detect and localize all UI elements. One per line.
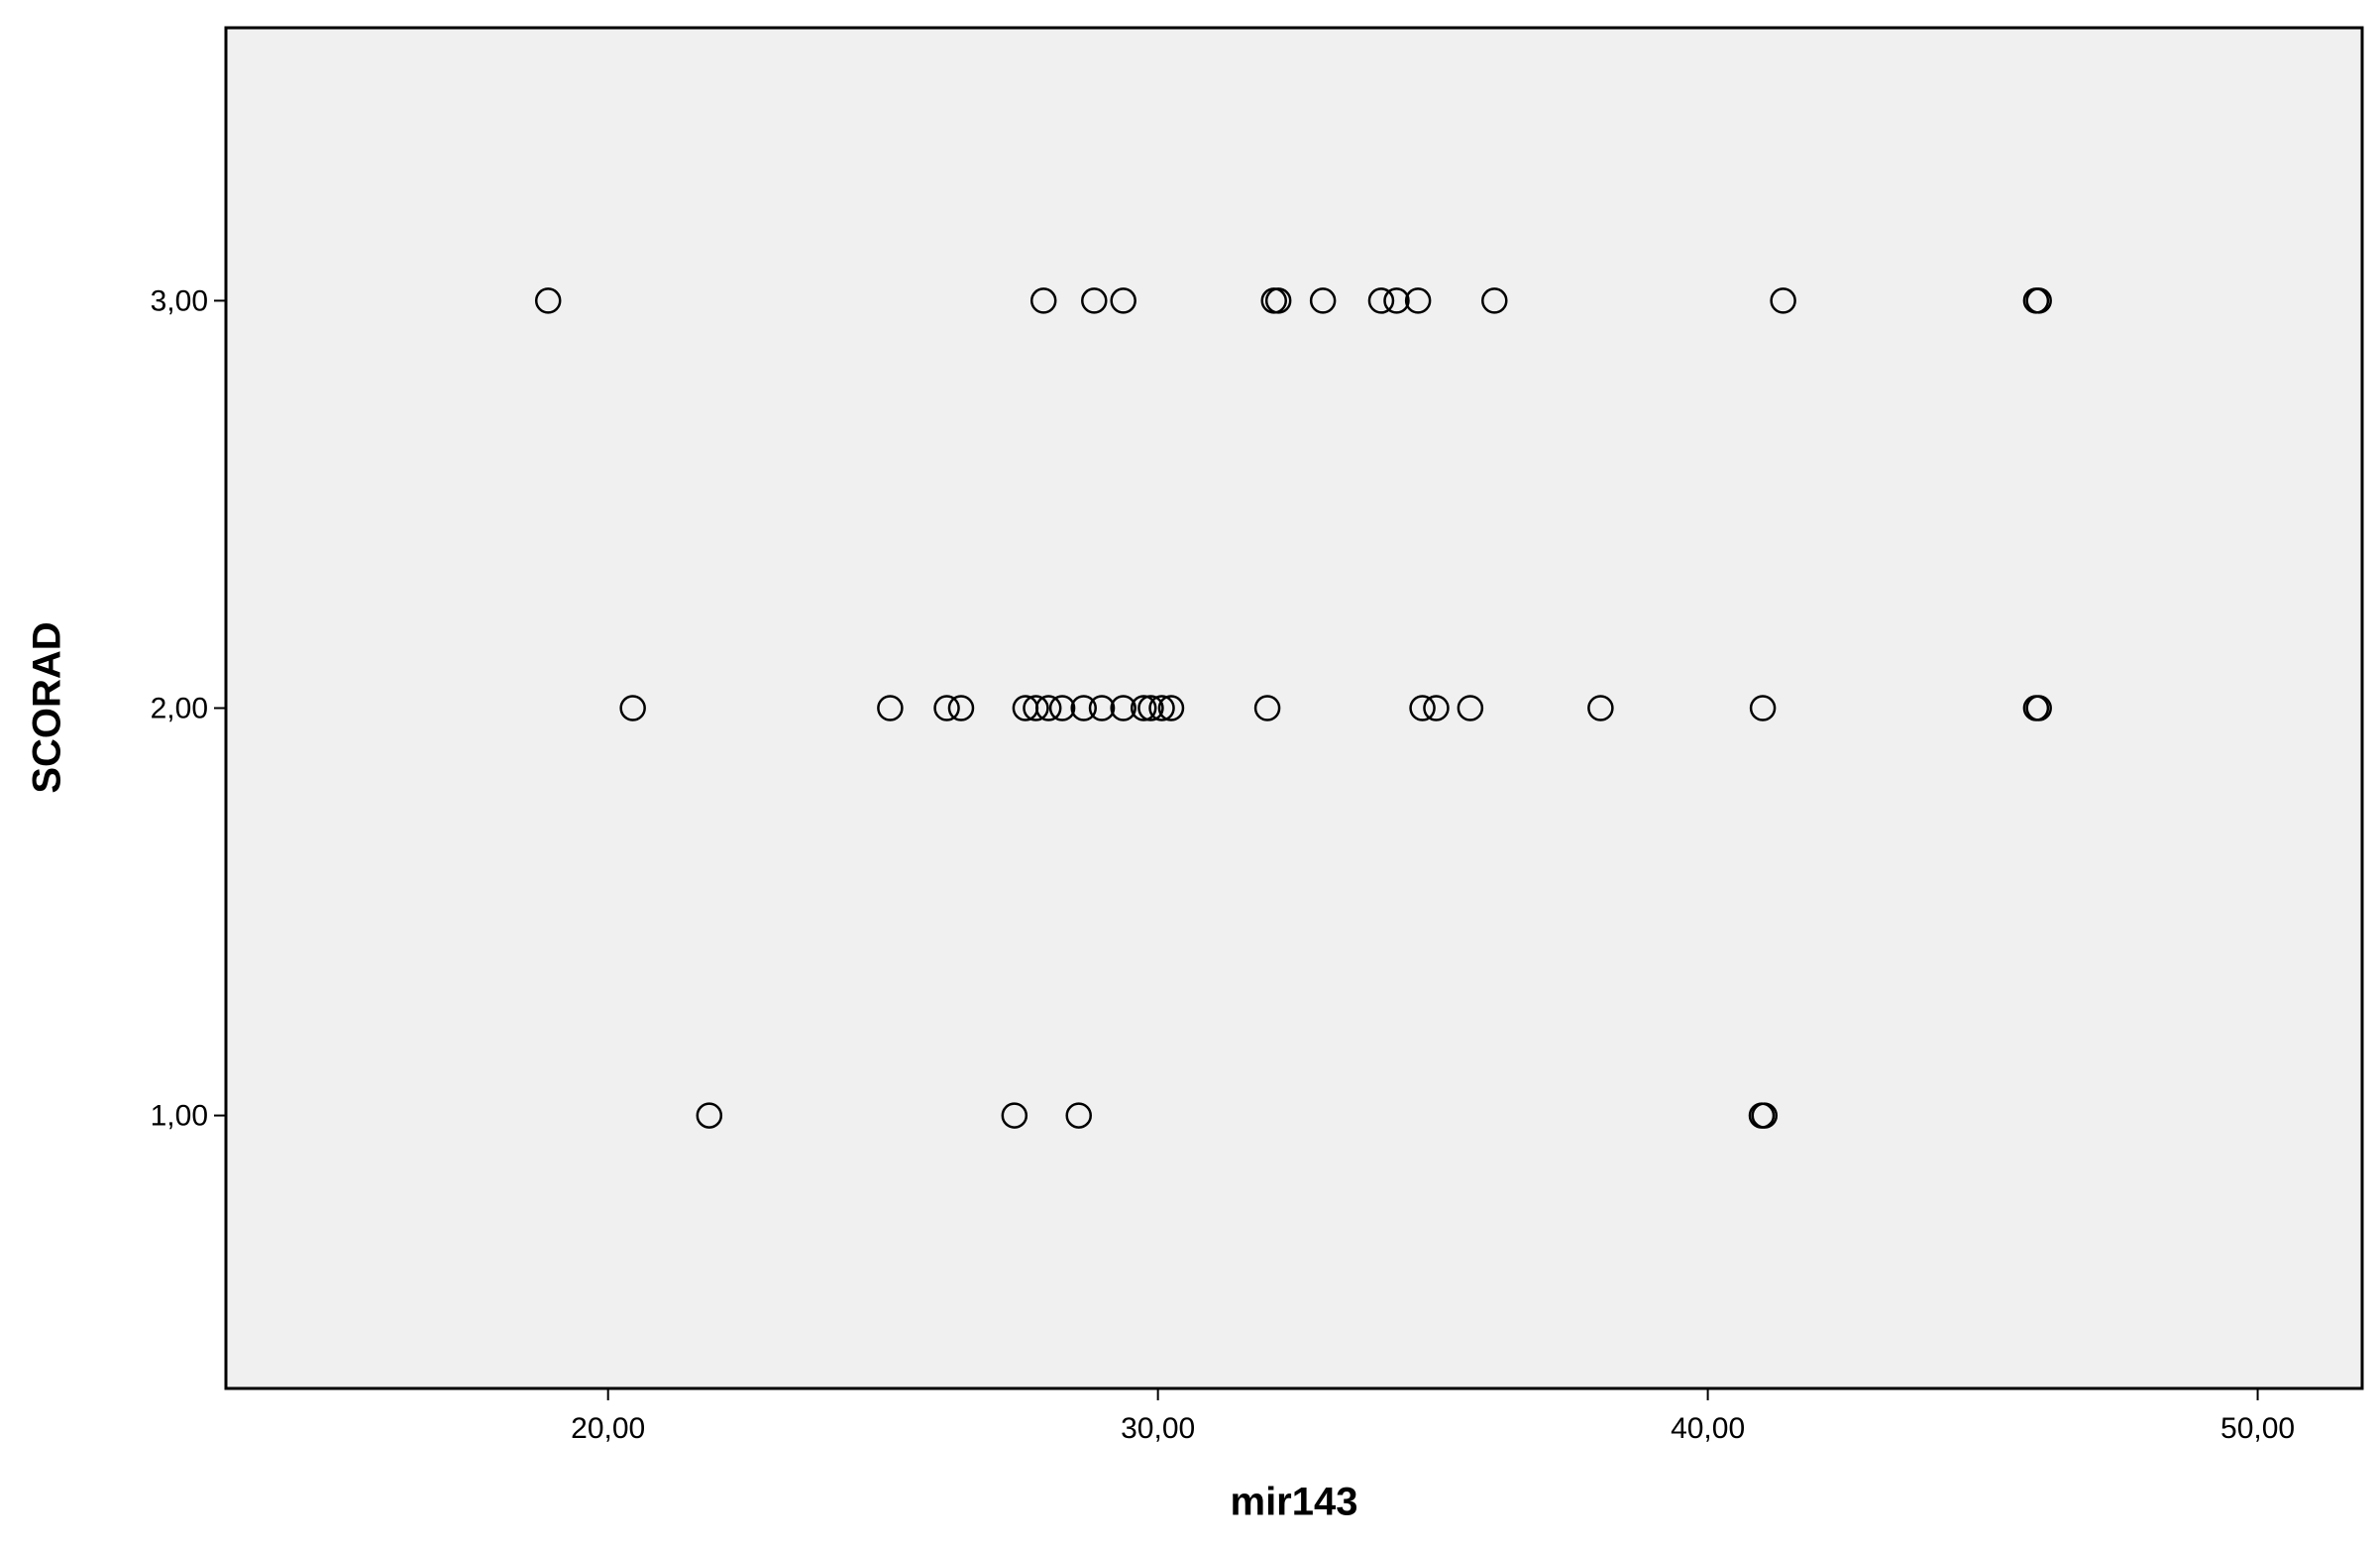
point	[534, 287, 562, 314]
point	[1029, 287, 1057, 314]
point	[1383, 287, 1410, 314]
point	[1409, 695, 1436, 721]
point	[1309, 287, 1337, 314]
point	[1065, 1102, 1092, 1129]
point	[1048, 695, 1076, 721]
point	[619, 695, 646, 721]
point	[1423, 695, 1450, 721]
point	[1457, 695, 1484, 721]
point	[1034, 695, 1062, 721]
point	[947, 695, 975, 721]
point	[1749, 695, 1777, 721]
x-tick-label: 40,00	[1671, 1412, 1745, 1445]
x-tick-label: 30,00	[1121, 1412, 1195, 1445]
point	[1081, 287, 1108, 314]
x-axis-title: mir143	[1231, 1481, 1358, 1524]
point	[1148, 695, 1175, 721]
point	[877, 695, 904, 721]
point	[696, 1102, 723, 1129]
point	[933, 695, 960, 721]
y-tick-label: 2,00	[151, 692, 208, 724]
point	[1481, 287, 1508, 314]
point	[1157, 695, 1185, 721]
x-tick-label: 20,00	[571, 1412, 645, 1445]
point	[1404, 287, 1432, 314]
point	[1130, 695, 1157, 721]
point	[1264, 287, 1292, 314]
point	[1751, 1102, 1779, 1129]
x-tick-label: 50,00	[2220, 1412, 2295, 1445]
point	[1137, 695, 1164, 721]
point	[1587, 695, 1614, 721]
point	[1088, 695, 1116, 721]
y-tick-label: 3,00	[151, 284, 208, 317]
y-axis-title: SCORAD	[26, 621, 69, 793]
y-tick-label: 1,00	[151, 1099, 208, 1132]
point	[1770, 287, 1796, 314]
point	[2025, 287, 2052, 314]
point	[2025, 695, 2052, 721]
point	[1070, 695, 1097, 721]
point	[1001, 1102, 1028, 1129]
point	[1110, 287, 1136, 314]
point	[1110, 695, 1136, 721]
point	[1253, 695, 1281, 721]
point	[1023, 695, 1049, 721]
point	[1367, 287, 1395, 314]
plot-area	[224, 26, 2364, 1390]
